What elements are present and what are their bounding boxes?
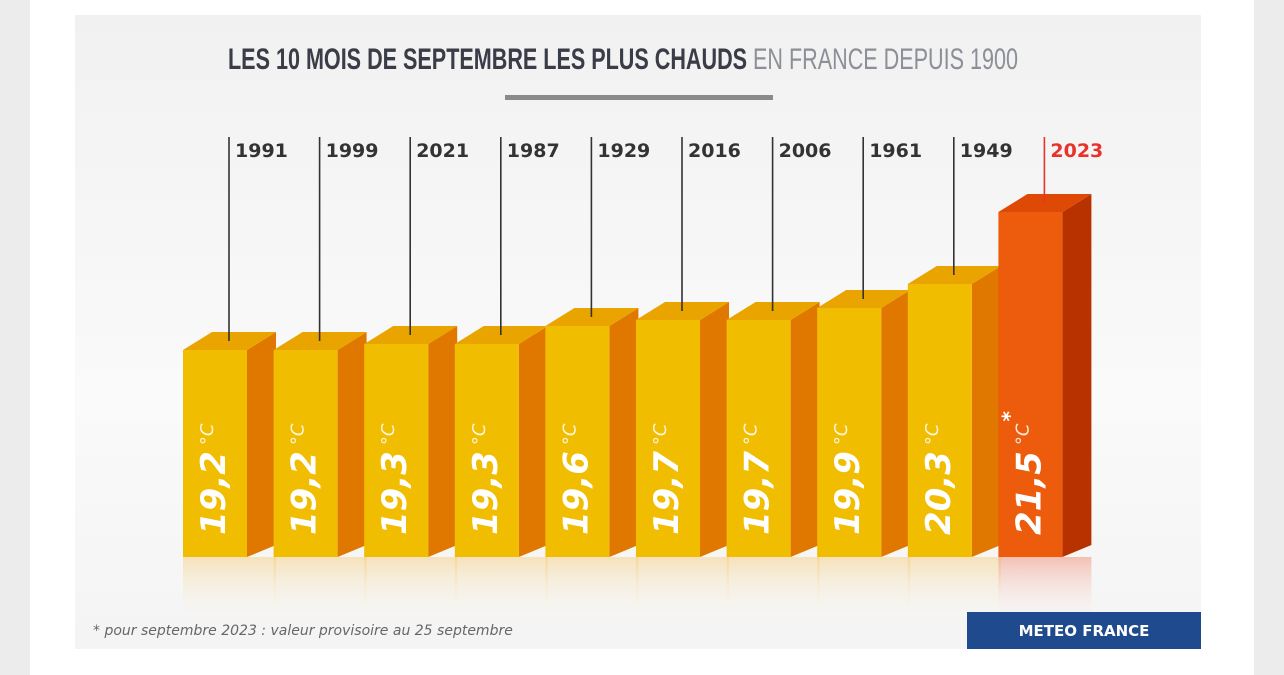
bar-side <box>790 302 820 557</box>
bar-side <box>609 308 639 557</box>
bar-side <box>971 266 1001 557</box>
chart-subtitle: EN FRANCE DEPUIS 1900 <box>753 43 1018 76</box>
title-underline <box>505 95 773 100</box>
bar-reflection <box>726 557 820 627</box>
unit-label: °C <box>378 423 399 445</box>
bar-front <box>545 326 610 557</box>
year-label: 1999 <box>326 140 379 162</box>
bar-reflection <box>817 557 911 627</box>
unit-label: °C <box>288 423 309 445</box>
bar-reflection <box>183 557 276 627</box>
bar-front <box>273 350 338 557</box>
source-label: METEO FRANCE <box>1019 622 1150 640</box>
bar-side <box>1062 194 1092 557</box>
asterisk: * <box>997 411 1021 422</box>
year-label: 2016 <box>688 140 741 162</box>
bar-reflection <box>636 557 729 627</box>
chart: LES 10 MOIS DE SEPTEMBRE LES PLUS CHAUDS… <box>75 15 1201 649</box>
year-label: 2021 <box>416 140 469 162</box>
unit-label: °C <box>197 423 218 445</box>
bar-front <box>817 308 882 557</box>
bar-side <box>428 326 458 557</box>
bar-reflection <box>364 557 458 627</box>
bar-front <box>364 344 429 557</box>
year-label: 2006 <box>779 140 832 162</box>
bar-reflection <box>454 557 548 627</box>
chart-title: LES 10 MOIS DE SEPTEMBRE LES PLUS CHAUDS… <box>228 43 1018 76</box>
footnote: * pour septembre 2023 : valeur provisoir… <box>93 623 513 639</box>
bar-side <box>337 332 367 557</box>
bar-side <box>700 302 729 557</box>
bar-side <box>518 326 548 557</box>
bar-side <box>881 290 911 557</box>
unit-label: °C <box>741 423 762 445</box>
year-label: 1929 <box>597 140 650 162</box>
year-label: 1961 <box>869 140 922 162</box>
unit-label: °C <box>469 423 490 445</box>
unit-label: °C <box>831 423 852 445</box>
chart-title-main: LES 10 MOIS DE SEPTEMBRE LES PLUS CHAUDS <box>228 43 753 76</box>
bar-front <box>636 320 700 557</box>
unit-label: °C <box>1012 423 1033 445</box>
bar-front <box>907 284 972 557</box>
bar-reflection <box>545 557 639 627</box>
unit-label: °C <box>650 423 671 445</box>
bar-front <box>183 350 247 557</box>
bar-front <box>998 212 1063 557</box>
year-label: 1987 <box>507 140 560 162</box>
bar-reflection <box>273 557 367 627</box>
year-label: 1949 <box>960 140 1013 162</box>
bar-front <box>454 344 519 557</box>
unit-label: °C <box>922 423 943 445</box>
year-label: 2023 <box>1050 140 1103 162</box>
bar-side <box>247 332 276 557</box>
unit-label: °C <box>559 423 580 445</box>
bar-front <box>726 320 791 557</box>
source-badge <box>967 612 1201 649</box>
year-label: 1991 <box>235 140 288 162</box>
